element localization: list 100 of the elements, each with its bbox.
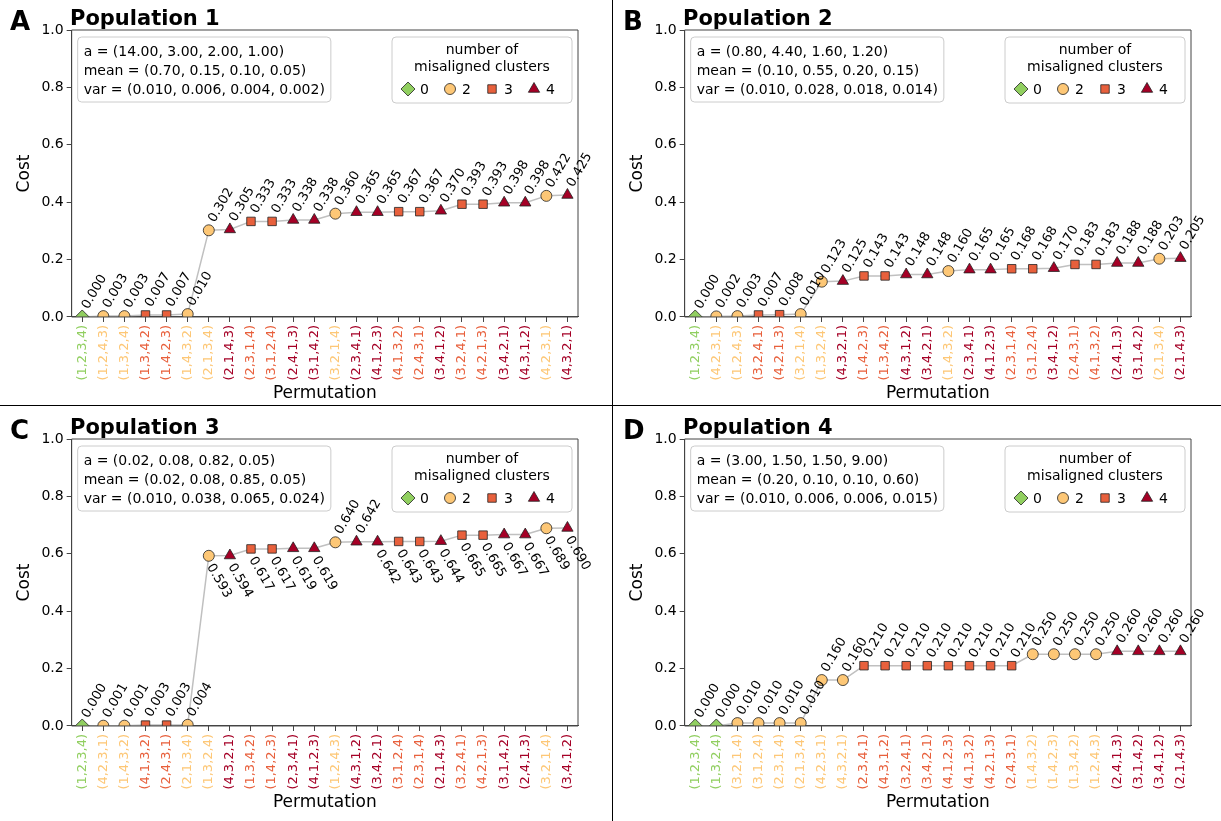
point bbox=[329, 536, 342, 549]
x-tick-label: (4,1,3,2) bbox=[136, 733, 152, 790]
x-tick-label: (4,2,1,3) bbox=[474, 733, 490, 790]
x-tick-label: (2,4,3,1) bbox=[1003, 733, 1019, 790]
y-tick-label: 1.0 bbox=[654, 429, 677, 446]
x-tick-label: (4,2,1,3) bbox=[981, 733, 997, 790]
point bbox=[287, 541, 300, 552]
y-tick-label: 1.0 bbox=[41, 20, 64, 37]
point bbox=[394, 536, 404, 547]
x-tick-label: (1,3,2,4) bbox=[813, 324, 829, 381]
point bbox=[350, 205, 363, 216]
x-tick-label: (1,4,3,2) bbox=[939, 324, 955, 381]
point bbox=[985, 661, 996, 671]
x-tick-label: (2,1,3,4) bbox=[179, 733, 195, 790]
point bbox=[415, 536, 425, 547]
legend-label: 3 bbox=[1117, 489, 1126, 506]
legend-label: 3 bbox=[504, 489, 513, 506]
x-tick-label: (2,1,4,3) bbox=[1171, 324, 1187, 381]
y-tick-label: 0.4 bbox=[41, 192, 64, 209]
x-tick-label: (3,4,2,1) bbox=[368, 733, 384, 790]
point bbox=[964, 661, 975, 671]
x-tick-label: (1,4,2,3) bbox=[1045, 733, 1061, 790]
legend-label: 0 bbox=[1033, 489, 1042, 506]
annotation: var = (0.010, 0.038, 0.065, 0.024) bbox=[83, 490, 325, 506]
y-tick-label: 0.4 bbox=[41, 601, 64, 618]
x-tick-label: (3,1,4,2) bbox=[1129, 733, 1145, 790]
legend-label: 4 bbox=[546, 489, 555, 506]
x-tick-label: (4,3,1,2) bbox=[897, 324, 913, 381]
x-tick-label: (4,2,1,3) bbox=[474, 324, 490, 381]
y-tick-label: 0.8 bbox=[41, 78, 64, 95]
x-tick-label: (3,4,2,1) bbox=[918, 324, 934, 381]
point bbox=[478, 199, 488, 209]
x-tick-label: (2,4,1,3) bbox=[1108, 324, 1124, 381]
x-tick-label: (2,4,3,1) bbox=[1066, 324, 1082, 381]
point bbox=[540, 522, 553, 535]
y-tick-label: 0.0 bbox=[41, 307, 64, 324]
point bbox=[1007, 661, 1017, 671]
x-tick-label: (4,3,2,1) bbox=[558, 324, 574, 381]
x-tick-label: (3,2,1,4) bbox=[792, 324, 808, 381]
chart-title: Population 1 bbox=[70, 6, 220, 30]
x-tick-label: (4,2,3,1) bbox=[537, 324, 553, 381]
legend-label: 2 bbox=[462, 489, 471, 506]
x-tick-label: (4,1,3,2) bbox=[1087, 324, 1103, 381]
x-tick-label: (3,2,1,4) bbox=[326, 324, 342, 381]
x-tick-label: (2,1,4,3) bbox=[221, 324, 237, 381]
x-tick-label: (3,1,4,2) bbox=[305, 324, 321, 381]
x-tick-label: (2,4,1,3) bbox=[516, 733, 532, 790]
legend-label: 2 bbox=[1075, 80, 1084, 97]
x-tick-label: (1,2,4,3) bbox=[94, 324, 110, 381]
x-tick-label: (3,1,2,4) bbox=[390, 733, 406, 790]
x-tick-label: (4,3,1,2) bbox=[876, 733, 892, 790]
point bbox=[223, 222, 236, 234]
point bbox=[308, 213, 321, 224]
text: B bbox=[623, 6, 643, 36]
point bbox=[267, 216, 277, 227]
x-tick-label: (1,2,4,3) bbox=[728, 324, 744, 381]
x-tick-label: (4,1,3,2) bbox=[390, 324, 406, 381]
x-tick-label: (2,1,4,3) bbox=[432, 733, 448, 790]
annotation: mean = (0.20, 0.10, 0.10, 0.60) bbox=[696, 471, 920, 487]
point bbox=[561, 521, 574, 532]
x-tick-label: (4,3,2,1) bbox=[834, 324, 850, 381]
x-tick-label: (3,4,1,2) bbox=[1150, 733, 1166, 790]
x-tick-label: (3,4,1,2) bbox=[1045, 324, 1061, 381]
x-tick-label: (3,2,1,4) bbox=[728, 733, 744, 790]
x-tick-label: (2,4,1,3) bbox=[284, 324, 300, 381]
point bbox=[1090, 648, 1102, 661]
y-tick-label: 0.8 bbox=[654, 487, 677, 504]
x-tick-label: (4,1,2,3) bbox=[939, 733, 955, 790]
point bbox=[415, 207, 425, 217]
x-tick-label: (2,1,3,4) bbox=[792, 733, 808, 790]
point bbox=[371, 205, 384, 216]
point bbox=[922, 661, 932, 671]
x-tick-label: (4,2,3,1) bbox=[813, 733, 829, 790]
chart-title: Population 2 bbox=[683, 6, 833, 30]
x-tick-label: (3,2,4,1) bbox=[897, 733, 913, 790]
point bbox=[478, 530, 488, 540]
x-tick-label: (1,3,4,2) bbox=[876, 324, 892, 381]
point bbox=[223, 548, 236, 560]
x-tick-label: (4,3,1,2) bbox=[516, 324, 532, 381]
annotation: mean = (0.02, 0.08, 0.85, 0.05) bbox=[83, 471, 307, 487]
legend-title: number of misaligned clusters bbox=[414, 41, 550, 74]
x-tick-label: (4,1,2,3) bbox=[368, 324, 384, 381]
x-tick-label: (1,2,4,3) bbox=[326, 733, 342, 790]
y-tick-label: 0.2 bbox=[41, 659, 64, 676]
x-tick-label: (3,2,1,4) bbox=[537, 733, 553, 790]
annotation: mean = (0.10, 0.55, 0.20, 0.15) bbox=[696, 62, 920, 78]
legend-label: 0 bbox=[1033, 80, 1042, 97]
chart-title: Population 4 bbox=[683, 415, 833, 439]
x-tick-label: (2,1,4,3) bbox=[1171, 733, 1187, 790]
legend-title: number of misaligned clusters bbox=[1027, 450, 1163, 483]
x-tick-label: (1,3,4,2) bbox=[136, 324, 152, 381]
point bbox=[308, 541, 321, 552]
x-tick-label: (3,4,2,1) bbox=[495, 324, 511, 381]
point bbox=[434, 534, 447, 545]
point bbox=[519, 195, 532, 207]
y-tick-label: 0.4 bbox=[654, 601, 677, 618]
legend-label: 4 bbox=[546, 80, 555, 97]
x-tick-label: (2,1,3,4) bbox=[1150, 324, 1166, 381]
x-tick-label: (4,3,1,2) bbox=[347, 733, 363, 790]
legend-label: 0 bbox=[420, 80, 429, 97]
